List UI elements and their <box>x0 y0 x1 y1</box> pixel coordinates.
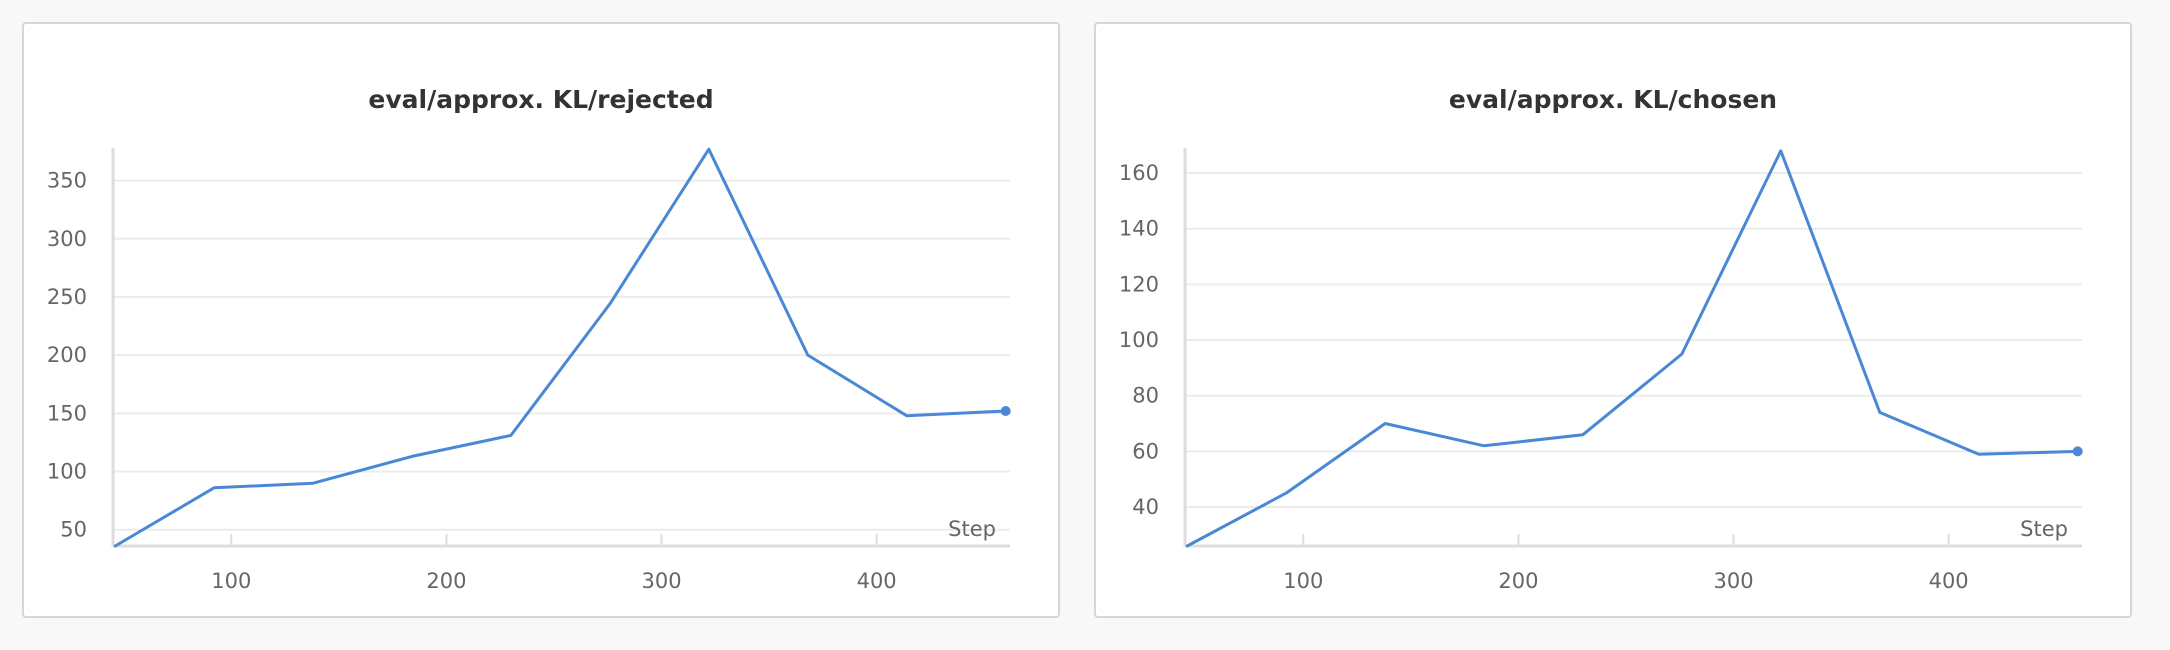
series-line <box>113 147 1008 548</box>
series-layer <box>1185 149 2083 548</box>
y-tick-label: 300 <box>47 227 87 251</box>
y-tick-label: 120 <box>1119 272 1159 296</box>
x-tick-label: 200 <box>1498 569 1538 593</box>
series-layer <box>113 147 1011 548</box>
y-tick-label: 250 <box>47 285 87 309</box>
x-tick-label: 100 <box>1283 569 1323 593</box>
chart-svg-chosen: eval/approx. KL/chosen 40 60 80 100 120 140 16… <box>1119 85 2083 593</box>
chart-panel-chosen: eval/approx. KL/chosen 40 60 80 100 120 140 16… <box>1094 22 2132 618</box>
y-tick-label: 100 <box>47 460 87 484</box>
y-tick-label: 350 <box>47 169 87 193</box>
y-tick-label: 80 <box>1132 384 1159 408</box>
x-tick-label: 400 <box>1929 569 1969 593</box>
axes <box>111 148 1010 548</box>
y-tick-label: 100 <box>1119 328 1159 352</box>
y-tick-label: 160 <box>1119 161 1159 185</box>
x-tick-label: 300 <box>1713 569 1753 593</box>
axes <box>1183 148 2082 548</box>
x-tick-label: 300 <box>641 569 681 593</box>
y-tick-label: 40 <box>1132 495 1159 519</box>
grid-lines <box>1185 172 2082 509</box>
chart-panel-rejected: eval/approx. KL/rejected 50 100 150 200 250 3… <box>22 22 1060 618</box>
series-end-point <box>1000 406 1011 417</box>
grid-lines <box>113 179 1010 531</box>
tick-labels: 50 100 150 200 250 300 350 100 200 300 400 <box>47 169 897 593</box>
y-tick-label: 150 <box>47 401 87 425</box>
series-line <box>1185 149 2080 548</box>
y-tick-label: 50 <box>60 518 87 542</box>
x-tick-label: 200 <box>426 569 466 593</box>
y-tick-label: 60 <box>1132 439 1159 463</box>
y-tick-label: 140 <box>1119 217 1159 241</box>
tick-labels: 40 60 80 100 120 140 160 100 200 300 400 <box>1119 161 1969 593</box>
x-axis-label: Step <box>948 517 996 541</box>
series-end-point <box>2072 446 2083 457</box>
y-tick-label: 200 <box>47 343 87 367</box>
chart-title: eval/approx. KL/rejected <box>368 85 713 114</box>
x-tick-label: 100 <box>211 569 251 593</box>
x-axis-label: Step <box>2020 517 2068 541</box>
chart-title: eval/approx. KL/chosen <box>1449 85 1777 114</box>
chart-svg-rejected: eval/approx. KL/rejected 50 100 150 200 250 3… <box>47 85 1011 593</box>
x-tick-label: 400 <box>857 569 897 593</box>
